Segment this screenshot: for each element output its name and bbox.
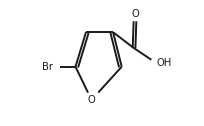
Text: O: O: [131, 9, 139, 19]
Text: OH: OH: [156, 58, 172, 68]
Text: Br: Br: [42, 62, 53, 72]
Text: O: O: [88, 95, 95, 105]
